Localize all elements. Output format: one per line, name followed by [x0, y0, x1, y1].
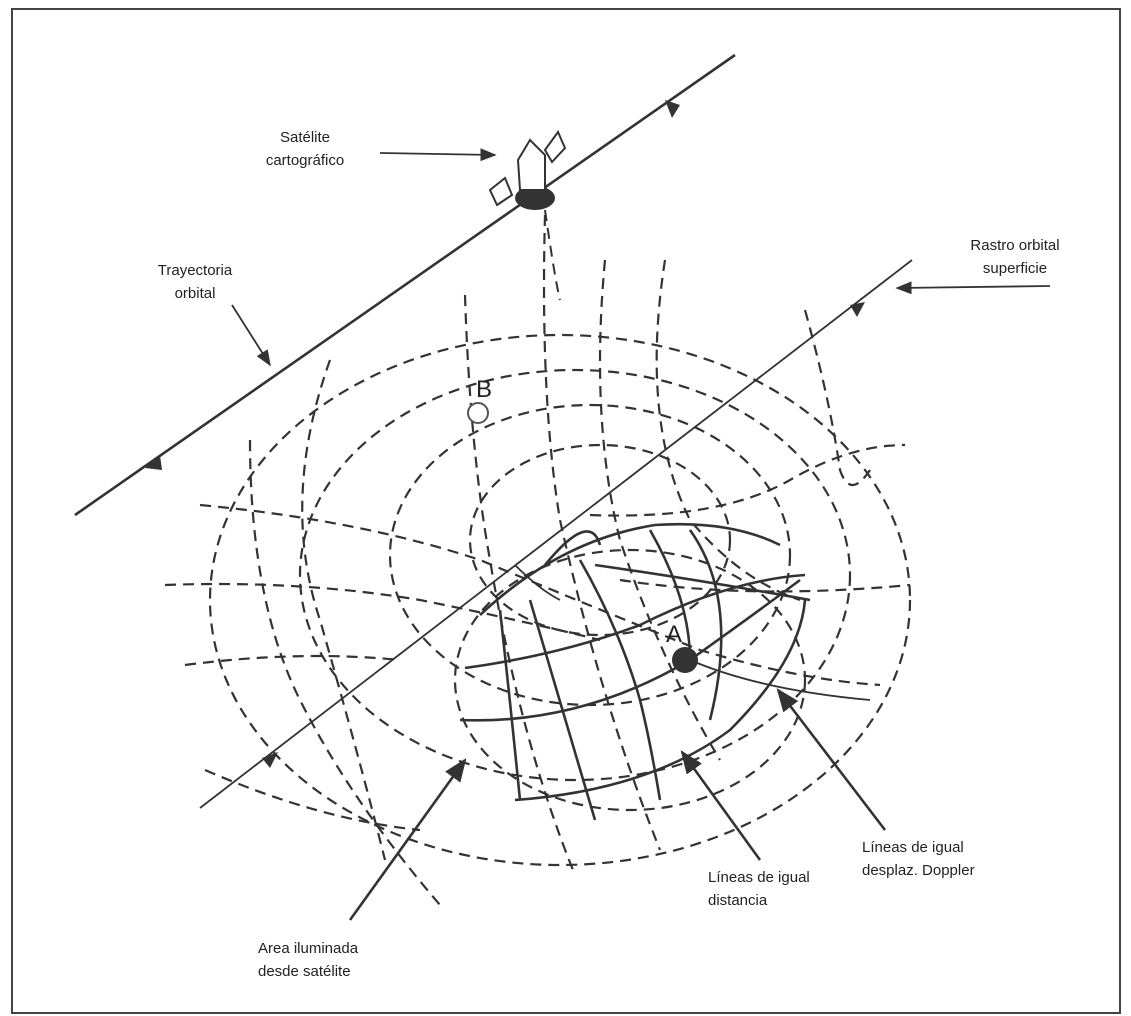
satellite-icon [488, 129, 567, 301]
callout-arrows [231, 148, 1051, 921]
doppler-label: Líneas de igual [862, 839, 964, 856]
point-a-label: A [666, 621, 682, 648]
orbit-arrow [665, 100, 680, 118]
orbital-path [74, 53, 736, 517]
orbit-arrow [145, 455, 162, 470]
orbital-path-label: Trayectoria [158, 262, 233, 279]
ground-track-label: Rastro orbital [970, 237, 1059, 254]
orbital-path-label: orbital [175, 285, 216, 302]
track-arrow [262, 752, 278, 768]
range-label: Líneas de igual [708, 869, 810, 886]
doppler-label: desplaz. Doppler [862, 862, 975, 879]
point-b-label: B [476, 376, 492, 403]
ground-track [199, 259, 913, 809]
ground-track-label: superficie [983, 260, 1047, 277]
range-label: distancia [708, 892, 768, 909]
frame [11, 8, 1121, 1014]
satellite-label: Satélite [280, 129, 330, 146]
track-arrow [850, 302, 865, 317]
illuminated-label: Area iluminada [258, 940, 359, 957]
point-a-marker [672, 647, 698, 673]
point-b-marker [467, 402, 489, 424]
illuminated-label: desde satélite [258, 963, 351, 980]
dashed-doppler-lines [164, 214, 911, 906]
solid-grid [459, 522, 871, 821]
satellite-label: cartográfico [266, 152, 344, 169]
